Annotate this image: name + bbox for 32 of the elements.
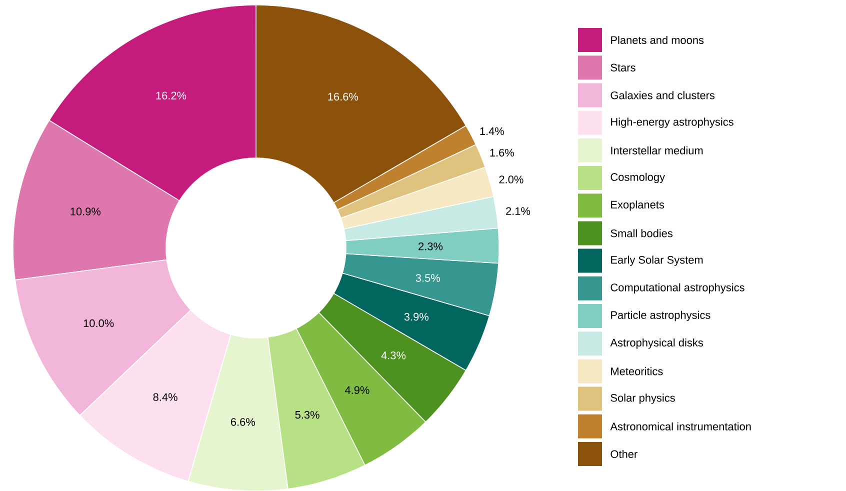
legend-label: Meteoritics xyxy=(611,366,663,376)
data-label: 3.5% xyxy=(416,274,440,282)
data-label: 1.4% xyxy=(480,127,504,135)
legend-label: Early Solar System xyxy=(611,256,703,266)
legend-label: Stars xyxy=(610,64,636,72)
legend-label: Other xyxy=(610,450,638,458)
legend-label: Exoplanets xyxy=(611,200,664,210)
data-label: 10.0% xyxy=(84,319,114,327)
legend-label: High-energy astrophysics xyxy=(611,118,734,128)
data-label: 16.6% xyxy=(328,92,358,100)
legend-label: Interstellar medium xyxy=(611,146,703,154)
data-label: 5.3% xyxy=(295,410,320,418)
data-label: 3.9% xyxy=(404,312,428,320)
data-label: 2.1% xyxy=(506,207,530,215)
legend-label: Cosmology xyxy=(610,172,665,183)
data-label: 8.4% xyxy=(153,393,178,401)
data-label: 10.9% xyxy=(70,207,101,216)
legend-label: Planets and moons xyxy=(611,36,704,44)
legend-label: Particle astrophysics xyxy=(611,310,710,321)
legend-label: Astronomical instrumentation xyxy=(610,422,751,430)
data-label: 16.2% xyxy=(156,92,186,100)
data-label: 4.9% xyxy=(344,386,370,394)
data-label: 2.3% xyxy=(418,242,443,250)
legend-label: Small bodies xyxy=(610,228,673,238)
data-label: 2.0% xyxy=(499,175,524,184)
legend-label: Galaxies and clusters xyxy=(610,90,715,100)
legend-label: Solar physics xyxy=(610,394,675,404)
data-label: 6.6% xyxy=(230,418,255,426)
data-label: 1.6% xyxy=(490,148,514,156)
legend-label: Computational astrophysics xyxy=(610,283,744,294)
data-label: 4.3% xyxy=(381,351,406,360)
legend-label: Astrophysical disks xyxy=(610,338,703,348)
